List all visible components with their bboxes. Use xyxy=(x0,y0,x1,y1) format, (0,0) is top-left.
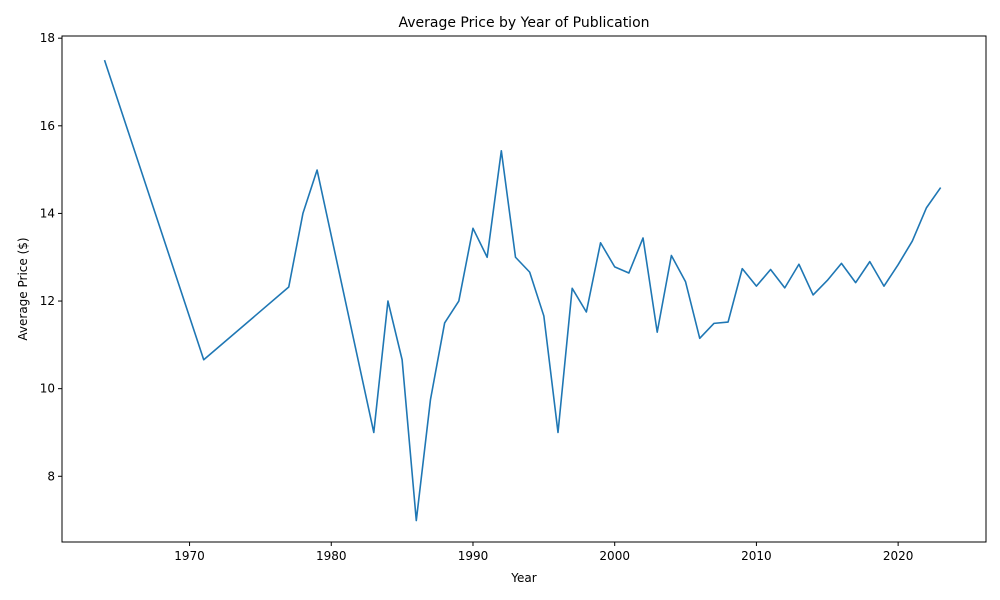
y-axis: 8 10 12 14 16 18 xyxy=(40,31,62,483)
x-axis-label: Year xyxy=(510,571,536,585)
y-tick-label: 14 xyxy=(40,206,55,220)
x-tick-label: 2000 xyxy=(599,549,630,563)
x-axis: 1970 1980 1990 2000 2010 2020 xyxy=(174,542,913,563)
y-tick-label: 18 xyxy=(40,31,55,45)
series-line-0 xyxy=(103,59,942,522)
y-tick-label: 8 xyxy=(47,469,55,483)
x-tick-label: 1980 xyxy=(316,549,347,563)
x-tick-label: 1990 xyxy=(458,549,489,563)
plot-frame xyxy=(61,35,987,543)
x-tick-label: 2010 xyxy=(741,549,772,563)
x-tick-label: 1970 xyxy=(174,549,205,563)
y-tick-label: 10 xyxy=(40,382,55,396)
x-tick-label: 2020 xyxy=(883,549,914,563)
plot-area xyxy=(62,36,986,542)
y-tick-label: 12 xyxy=(40,294,55,308)
y-axis-label: Average Price ($) xyxy=(16,237,30,340)
y-tick-label: 16 xyxy=(40,119,55,133)
chart-title: Average Price by Year of Publication xyxy=(398,15,649,31)
series-layer xyxy=(103,59,942,522)
